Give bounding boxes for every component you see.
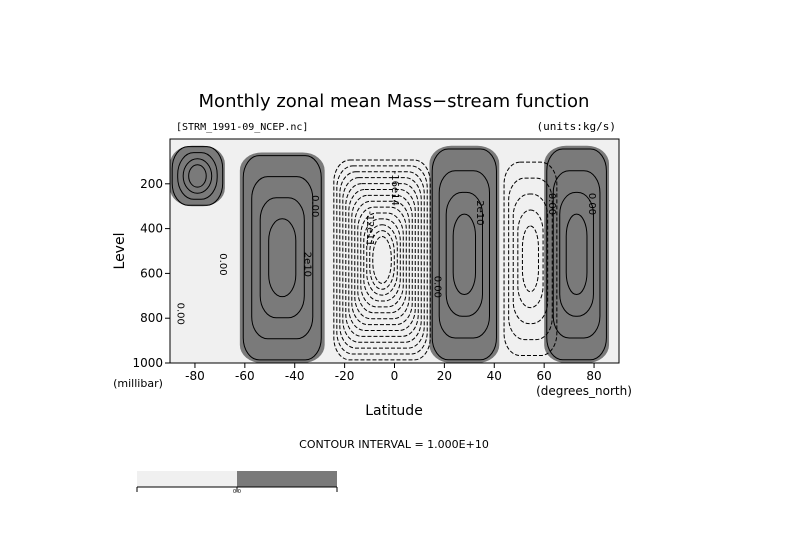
y-tick-label: 800 <box>140 311 163 325</box>
colorbar-negative <box>137 471 237 487</box>
positive-contour-1-0 <box>171 146 224 206</box>
y-tick-label: 400 <box>140 222 163 236</box>
positive-contour-5-2 <box>559 191 594 317</box>
positive-contour-5-0 <box>546 148 607 361</box>
y-axis-unit: (millibar) <box>113 377 163 390</box>
contour-label: 0.00 <box>309 195 320 217</box>
x-tick-label: 20 <box>437 369 452 383</box>
shading-layer <box>170 145 610 363</box>
negative-contour-4-0 <box>503 161 558 357</box>
contour-labels: 2e10 0.00 0.00 0.00 0.00 2e10 0.00 0.00 -12e11 -1… <box>174 171 597 325</box>
negative-contour-2-12 <box>369 230 395 290</box>
positive-region-0 <box>239 152 325 363</box>
negative-contour-2-13 <box>372 236 392 284</box>
y-axis-label: Level <box>112 233 128 270</box>
positive-contour-5-3 <box>565 213 588 296</box>
positive-contour-0-1 <box>251 176 314 340</box>
positive-region-5 <box>544 145 610 363</box>
x-tick-label: -20 <box>335 369 355 383</box>
colorbar-positive <box>237 471 337 487</box>
positive-region-1 <box>170 145 225 207</box>
x-tick-label: 80 <box>586 369 601 383</box>
y-tick-label: 1000 <box>132 356 163 370</box>
negative-contour-2-1 <box>336 165 428 355</box>
positive-contour-3-0 <box>431 148 497 361</box>
x-tick-label: 60 <box>537 369 552 383</box>
plot-area: 2e10 0.00 0.00 0.00 0.00 2e10 0.00 0.00 -12e11 -1… <box>170 139 619 363</box>
contour-label: 0.00 <box>174 303 185 325</box>
negative-contour-4-1 <box>508 177 553 341</box>
x-axis-ticks: -80 -60 -40 -20 0 20 40 60 80 <box>185 363 602 383</box>
positive-contour-1-3 <box>188 164 207 188</box>
negative-contour-2-6 <box>351 194 413 326</box>
y-axis-ticks: 200 400 600 800 1000 <box>132 177 170 370</box>
x-tick-label: -60 <box>235 369 255 383</box>
contour-label: -16e14 <box>389 171 400 206</box>
x-axis-label: Latitude <box>365 403 423 419</box>
positive-contour-3-3 <box>452 213 477 296</box>
negative-contour-4-4 <box>521 225 539 293</box>
positive-contour-3-2 <box>445 191 484 317</box>
negative-contour-2-11 <box>366 224 398 296</box>
contour-label: 2e10 <box>302 252 313 277</box>
chart-title: Monthly zonal mean Mass−stream function <box>199 91 590 112</box>
positive-contour-1-1 <box>177 152 218 200</box>
positive-contour-0-2 <box>259 197 305 319</box>
positive-contour-5-1 <box>552 170 601 339</box>
contour-label: 0.00 <box>586 193 597 215</box>
contour-label: 0.00 <box>217 253 228 275</box>
contour-label: -12e11 <box>364 211 375 246</box>
contour-label: 2e10 <box>474 200 485 225</box>
negative-contour-4-3 <box>517 209 544 309</box>
contour-interval: CONTOUR INTERVAL = 1.000E+10 <box>299 438 489 451</box>
positive-region-3 <box>429 145 500 363</box>
y-tick-label: 200 <box>140 177 163 191</box>
colorbar-tick-label: 0.0 <box>233 489 241 495</box>
positive-contour-1-2 <box>182 158 213 194</box>
x-axis-unit: (degrees_north) <box>536 384 632 398</box>
contour-label: 0.00 <box>431 276 442 298</box>
negative-contour-2-4 <box>345 183 419 337</box>
negative-contour-2-8 <box>357 206 407 314</box>
negative-contour-2-0 <box>333 159 431 361</box>
negative-contour-2-10 <box>363 218 401 302</box>
x-tick-label: -80 <box>185 369 205 383</box>
positive-contour-3-1 <box>438 170 490 339</box>
y-tick-label: 600 <box>140 266 163 280</box>
positive-contour-0-0 <box>242 155 322 361</box>
file-label: [STRM_1991-09_NCEP.nc] <box>176 122 308 133</box>
negative-contour-2-3 <box>342 177 422 343</box>
contour-lines <box>171 146 607 361</box>
contour-label: 0.00 <box>546 193 557 215</box>
x-tick-label: -40 <box>285 369 305 383</box>
negative-contour-4-2 <box>512 193 549 325</box>
x-tick-label: 40 <box>487 369 502 383</box>
units-label: (units:kg/s) <box>537 120 616 133</box>
negative-contour-2-5 <box>348 188 416 331</box>
colorbar: 0.0 <box>136 471 338 495</box>
negative-contour-2-2 <box>339 171 425 349</box>
x-tick-label: 0 <box>391 369 399 383</box>
positive-contour-0-3 <box>268 218 297 298</box>
